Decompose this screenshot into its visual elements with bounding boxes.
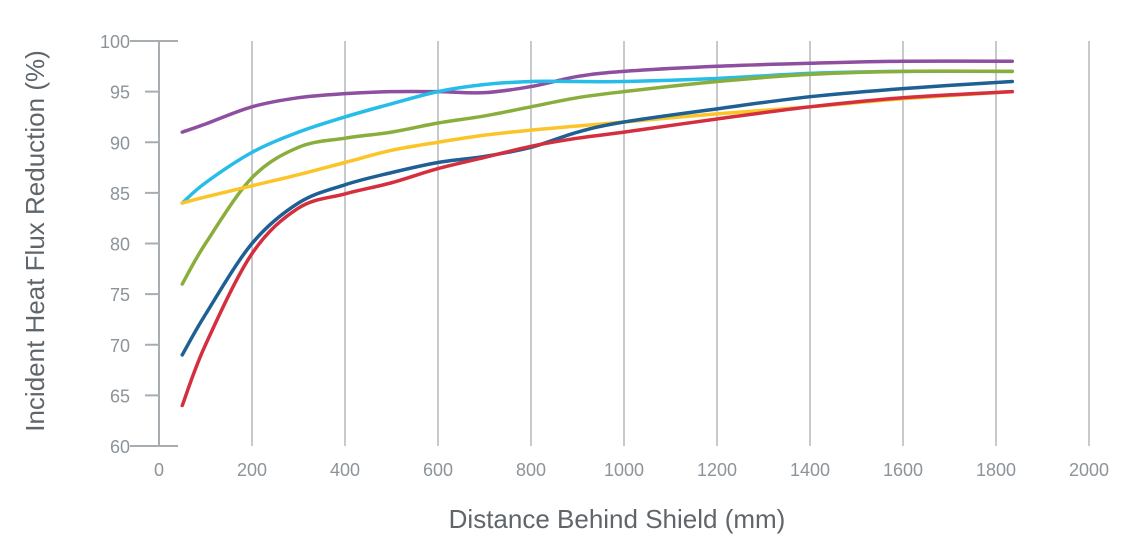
y-tick-label-5: 85: [110, 184, 130, 204]
y-tick-label-8: 100: [100, 32, 130, 52]
y-axis-title: Incident Heat Flux Reduction (%): [20, 50, 50, 432]
y-tick-label-4: 80: [110, 235, 130, 255]
x-tick-label-0: 0: [154, 460, 164, 480]
grid-layer: [251, 41, 1090, 446]
y-tick-label-0: 60: [110, 437, 130, 457]
y-tick-label-3: 75: [110, 285, 130, 305]
y-tick-label-6: 90: [110, 133, 130, 153]
x-tick-label-9: 1800: [976, 460, 1016, 480]
series-layer: [180, 59, 1015, 408]
series-line-4: [180, 79, 1015, 357]
y-tick-label-2: 70: [110, 336, 130, 356]
x-tick-label-2: 400: [330, 460, 360, 480]
x-axis-title: Distance Behind Shield (mm): [449, 504, 786, 534]
x-tick-label-8: 1600: [883, 460, 923, 480]
series-line-3: [180, 89, 1015, 205]
x-tick-label-7: 1400: [790, 460, 830, 480]
series-line-0: [180, 59, 1015, 134]
series-line-5: [180, 89, 1015, 408]
x-tick-label-6: 1200: [697, 460, 737, 480]
x-tick-label-3: 600: [423, 460, 453, 480]
x-tick-label-10: 2000: [1069, 460, 1109, 480]
y-tick-label-1: 65: [110, 386, 130, 406]
x-tick-label-1: 200: [237, 460, 267, 480]
x-tick-label-4: 800: [516, 460, 546, 480]
y-tick-label-7: 95: [110, 83, 130, 103]
series-line-2: [180, 69, 1015, 286]
x-tick-label-5: 1000: [604, 460, 644, 480]
axis-layer: [130, 40, 178, 447]
